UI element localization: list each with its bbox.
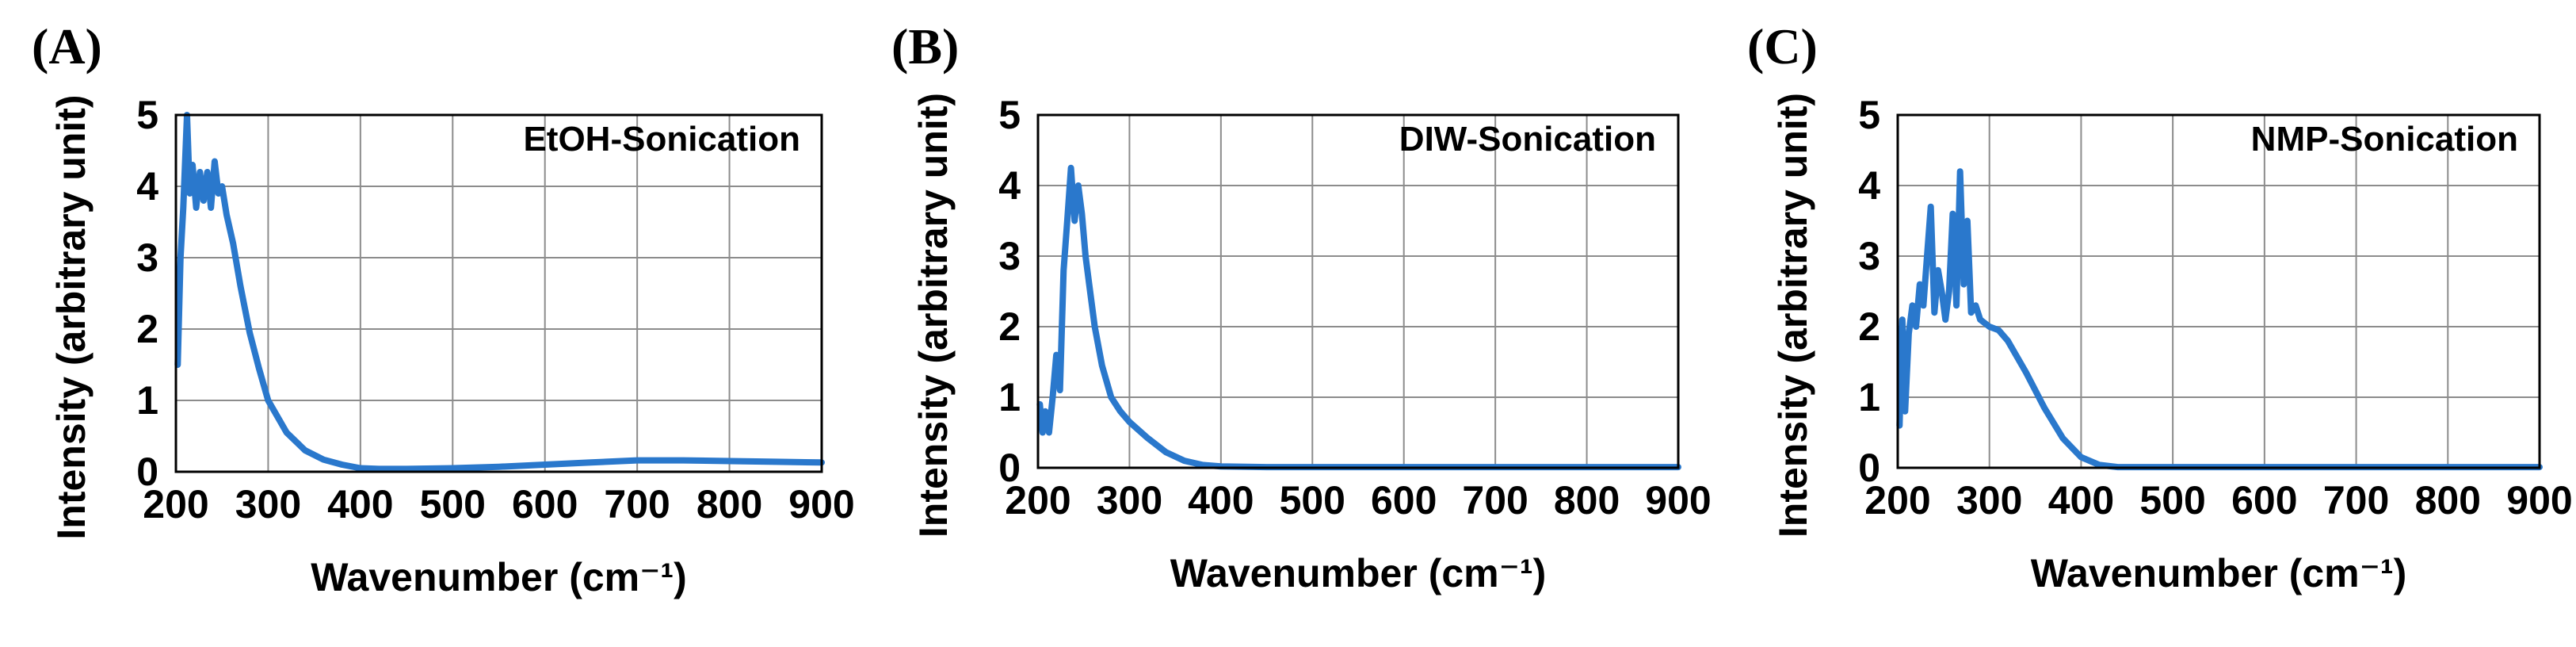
- x-tick-label: 500: [420, 482, 486, 526]
- plot-frame: [174, 113, 823, 473]
- y-tick-label: 4: [998, 163, 1021, 208]
- x-tick-label: 400: [2048, 478, 2114, 523]
- y-tick-label: 0: [136, 450, 158, 494]
- y-tick-label: 1: [136, 378, 158, 423]
- panel-label: (B): [891, 18, 959, 75]
- y-tick-label: 5: [998, 93, 1021, 137]
- x-tick-label: 700: [604, 482, 670, 526]
- y-tick-label: 1: [1858, 375, 1880, 419]
- x-axis-title: Wavenumber (cm⁻¹): [2031, 551, 2407, 595]
- x-tick-label: 800: [696, 482, 762, 526]
- x-tick-label: 200: [1864, 478, 1930, 523]
- panel-label: (C): [1747, 18, 1818, 75]
- series-line: [1896, 168, 2543, 471]
- y-tick-label: 3: [998, 234, 1021, 278]
- y-axis-title: Intensity (arbitrary unit): [911, 93, 956, 538]
- y-tick-label: 2: [1858, 304, 1880, 349]
- plot-frame: [1036, 113, 1680, 469]
- x-tick-label: 600: [512, 482, 578, 526]
- panel-label: (A): [32, 18, 102, 75]
- y-tick-label: 1: [998, 375, 1021, 419]
- y-tick-label: 0: [998, 446, 1021, 490]
- x-tick-label: 900: [1645, 478, 1711, 523]
- y-tick-label: 2: [136, 307, 158, 351]
- x-tick-label: 400: [1188, 478, 1254, 523]
- series-annotation: DIW-Sonication: [1399, 120, 1656, 159]
- x-tick-label: 300: [235, 482, 301, 526]
- y-axis-title: Intensity (arbitrary unit): [49, 94, 93, 539]
- x-tick-label: 600: [1371, 478, 1437, 523]
- y-tick-label: 5: [1858, 93, 1880, 137]
- series-annotation: NMP-Sonication: [2251, 120, 2518, 159]
- x-axis-title: Wavenumber (cm⁻¹): [1170, 551, 1547, 595]
- x-axis-title: Wavenumber (cm⁻¹): [311, 555, 687, 599]
- x-tick-label: 400: [327, 482, 393, 526]
- x-tick-label: 900: [788, 482, 854, 526]
- series-line: [1036, 164, 1681, 471]
- y-axis-title: Intensity (arbitrary unit): [1771, 93, 1815, 538]
- x-tick-label: 500: [2139, 478, 2205, 523]
- y-tick-label: 4: [136, 164, 158, 209]
- chart-panel-c: (C) 200 300 400 500 600 700 800 900 0 1 2 3 4 5 Wavenum…: [1747, 18, 2573, 595]
- x-tick-label: 500: [1280, 478, 1345, 523]
- x-tick-label: 200: [1005, 478, 1070, 523]
- x-tick-label: 700: [2323, 478, 2389, 523]
- y-tick-label: 3: [1858, 234, 1880, 278]
- x-tick-label: 600: [2231, 478, 2297, 523]
- x-tick-label: 200: [143, 482, 208, 526]
- chart-panel-a: (A) 200 300 400 500 600 700 800 900 0 1 2 3 4 5 Wavenum…: [32, 18, 855, 599]
- x-tick-label: 300: [1956, 478, 2022, 523]
- x-tick-label: 700: [1462, 478, 1528, 523]
- x-tick-label: 900: [2506, 478, 2572, 523]
- x-tick-label: 800: [1554, 478, 1620, 523]
- y-tick-label: 4: [1858, 163, 1880, 208]
- y-tick-label: 3: [136, 235, 158, 280]
- chart-panel-b: (B) 200 300 400 500 600 700 800 900 0 1 2 3 4 5 Wavenum…: [891, 18, 1712, 595]
- plot-frame: [1896, 113, 2541, 469]
- x-tick-label: 800: [2415, 478, 2481, 523]
- y-tick-label: 2: [998, 304, 1021, 349]
- y-tick-label: 5: [136, 93, 158, 137]
- x-tick-label: 300: [1097, 478, 1162, 523]
- series-line: [174, 112, 825, 473]
- series-annotation: EtOH-Sonication: [523, 120, 800, 159]
- y-tick-label: 0: [1858, 446, 1880, 490]
